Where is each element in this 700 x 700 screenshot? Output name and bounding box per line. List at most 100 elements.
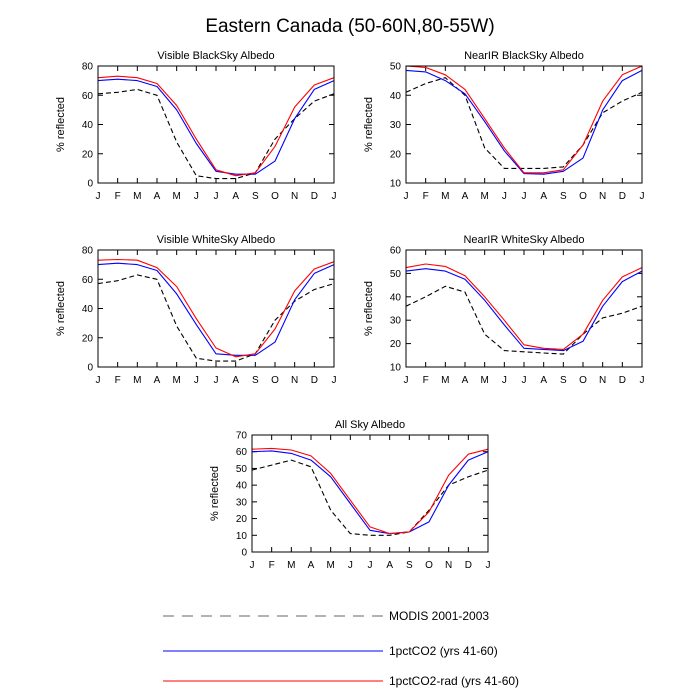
x-tick-label: O bbox=[425, 560, 433, 571]
y-tick-label: 0 bbox=[87, 179, 93, 190]
legend-label: 1pctCO2 (yrs 41-60) bbox=[389, 644, 498, 658]
x-tick-label: A bbox=[386, 560, 393, 571]
x-tick-label: F bbox=[423, 375, 429, 386]
legend-item-1pctco2-yrs-41-60: 1pctCO2 (yrs 41-60) bbox=[163, 644, 498, 658]
x-tick-label: J bbox=[214, 375, 219, 386]
x-tick-label: M bbox=[480, 375, 488, 386]
y-tick-label: 0 bbox=[241, 548, 247, 559]
x-tick-label: N bbox=[599, 191, 606, 202]
y-tick-label: 20 bbox=[236, 514, 248, 525]
plot-frame bbox=[97, 249, 335, 368]
x-tick-label: J bbox=[502, 191, 507, 202]
x-tick-label: F bbox=[269, 560, 275, 571]
x-tick-label: A bbox=[462, 375, 469, 386]
y-tick-label: 10 bbox=[236, 531, 248, 542]
y-tick-label: 30 bbox=[390, 120, 402, 131]
x-tick-label: M bbox=[172, 375, 180, 386]
figure-title: Eastern Canada (50-60N,80-55W) bbox=[205, 16, 494, 37]
x-tick-label: J bbox=[522, 375, 527, 386]
series-modis-2001-2003 bbox=[405, 77, 643, 169]
x-tick-label: M bbox=[172, 191, 180, 202]
series-1pctco2-yrs-41-60 bbox=[251, 450, 489, 535]
x-tick-label: J bbox=[96, 375, 101, 386]
x-tick-label: N bbox=[291, 375, 298, 386]
y-axis-label: % reflected bbox=[363, 97, 375, 152]
y-tick-label: 40 bbox=[390, 292, 402, 303]
series-1pctco2-rad-yrs-41-60 bbox=[97, 75, 335, 177]
x-tick-label: N bbox=[599, 375, 606, 386]
x-tick-label: O bbox=[579, 375, 587, 386]
x-tick-label: J bbox=[404, 191, 409, 202]
x-tick-label: M bbox=[480, 191, 488, 202]
series-1pctco2-yrs-41-60 bbox=[97, 78, 335, 175]
y-tick-label: 80 bbox=[82, 62, 94, 73]
x-tick-label: M bbox=[133, 191, 141, 202]
series-1pctco2-rad-yrs-41-60 bbox=[251, 447, 489, 535]
x-tick-label: J bbox=[640, 375, 645, 386]
legend-label: MODIS 2001-2003 bbox=[389, 609, 489, 623]
series-1pctco2-rad-yrs-41-60 bbox=[97, 258, 335, 358]
y-tick-label: 30 bbox=[236, 497, 248, 508]
x-tick-label: S bbox=[252, 375, 259, 386]
panel-title: NearIR BlackSky Albedo bbox=[464, 50, 584, 62]
x-tick-label: A bbox=[154, 191, 161, 202]
x-tick-label: A bbox=[154, 375, 161, 386]
y-tick-label: 20 bbox=[390, 149, 402, 160]
x-tick-label: J bbox=[332, 375, 337, 386]
x-tick-label: O bbox=[271, 191, 279, 202]
x-tick-label: J bbox=[502, 375, 507, 386]
y-tick-label: 60 bbox=[236, 447, 248, 458]
x-tick-label: J bbox=[194, 191, 199, 202]
x-tick-label: J bbox=[332, 191, 337, 202]
x-tick-label: D bbox=[619, 191, 626, 202]
y-tick-label: 50 bbox=[390, 269, 402, 280]
x-tick-label: J bbox=[404, 375, 409, 386]
x-tick-label: A bbox=[462, 191, 469, 202]
plot-frame bbox=[251, 434, 489, 553]
x-tick-label: N bbox=[291, 191, 298, 202]
y-tick-label: 50 bbox=[236, 464, 248, 475]
x-tick-label: J bbox=[368, 560, 373, 571]
y-tick-label: 10 bbox=[390, 363, 402, 374]
y-tick-label: 50 bbox=[390, 62, 402, 73]
y-axis-label: % reflected bbox=[55, 281, 67, 336]
y-tick-label: 40 bbox=[82, 120, 94, 131]
x-tick-label: N bbox=[445, 560, 452, 571]
y-tick-label: 80 bbox=[82, 246, 94, 257]
legend-item-modis-2001-2003: MODIS 2001-2003 bbox=[163, 609, 489, 623]
y-axis-label: % reflected bbox=[363, 281, 375, 336]
x-tick-label: S bbox=[406, 560, 413, 571]
series-1pctco2-rad-yrs-41-60 bbox=[405, 65, 643, 174]
series-modis-2001-2003 bbox=[97, 88, 335, 180]
x-tick-label: J bbox=[96, 191, 101, 202]
plot-frame bbox=[405, 249, 643, 368]
legend-label: 1pctCO2-rad (yrs 41-60) bbox=[389, 674, 519, 688]
series-modis-2001-2003 bbox=[405, 285, 643, 355]
panel-title: Visible WhiteSky Albedo bbox=[157, 234, 275, 246]
y-tick-label: 40 bbox=[390, 91, 402, 102]
x-tick-label: A bbox=[540, 191, 547, 202]
x-tick-label: F bbox=[115, 375, 121, 386]
y-tick-label: 60 bbox=[82, 275, 94, 286]
series-1pctco2-yrs-41-60 bbox=[405, 69, 643, 175]
legend: MODIS 2001-2003 1pctCO2 (yrs 41-60) 1pctCO… bbox=[163, 609, 519, 688]
y-tick-label: 20 bbox=[82, 333, 94, 344]
y-tick-label: 20 bbox=[390, 339, 402, 350]
panel-title: Visible BlackSky Albedo bbox=[157, 50, 274, 62]
x-tick-label: D bbox=[311, 375, 318, 386]
y-tick-label: 30 bbox=[390, 316, 402, 327]
x-tick-label: J bbox=[486, 560, 491, 571]
x-tick-label: M bbox=[441, 375, 449, 386]
x-tick-label: J bbox=[194, 375, 199, 386]
y-axis-label: % reflected bbox=[55, 97, 67, 152]
y-tick-label: 0 bbox=[87, 363, 93, 374]
y-tick-label: 10 bbox=[390, 179, 402, 190]
x-tick-label: S bbox=[560, 191, 567, 202]
